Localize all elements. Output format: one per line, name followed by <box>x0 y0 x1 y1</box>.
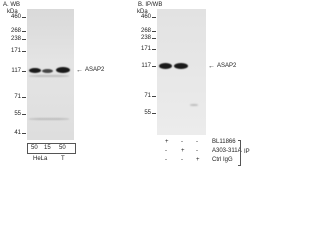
lane-box <box>27 143 76 154</box>
row-label: A303-311A <box>212 148 242 154</box>
group-label: T <box>61 156 65 162</box>
arrow: ← <box>76 66 83 74</box>
marker-label: 268 <box>10 28 21 34</box>
marker-label: 171 <box>10 48 21 54</box>
band <box>159 63 172 69</box>
marker-tick <box>22 133 26 134</box>
marker-label: 238 <box>10 36 21 42</box>
marker-tick <box>22 31 26 32</box>
lane-label: 15 <box>44 145 51 151</box>
sign: + <box>181 148 185 154</box>
marker-label: 55 <box>14 111 21 117</box>
sign: - <box>181 139 183 145</box>
marker-tick <box>22 114 26 115</box>
band <box>174 63 188 69</box>
marker-tick <box>22 17 26 18</box>
sign: - <box>196 148 198 154</box>
marker-tick <box>152 113 156 114</box>
marker-tick <box>152 38 156 39</box>
group-label: IP <box>244 149 250 155</box>
arrow: ← <box>208 62 215 70</box>
marker-tick <box>22 39 26 40</box>
marker-label: 55 <box>144 110 151 116</box>
band-faint <box>29 118 69 120</box>
figure: A. WB kDa 460 268 238 171 117 71 55 41 ← ASAP2 B. IP… <box>3 2 250 166</box>
marker-label: 71 <box>144 93 151 99</box>
row-label: BL11866 <box>212 139 236 145</box>
marker-label: 117 <box>141 63 151 69</box>
marker-label: 171 <box>140 46 151 52</box>
marker-tick <box>152 17 156 18</box>
band <box>56 67 70 73</box>
sign: - <box>165 148 167 154</box>
sign: - <box>181 157 183 163</box>
sign: + <box>196 157 200 163</box>
marker-label: 41 <box>14 130 21 136</box>
group-label: HeLa <box>33 156 48 162</box>
band-faint <box>29 75 69 77</box>
unit-label: kDa <box>7 9 18 15</box>
panel-label: A. WB <box>3 2 21 8</box>
target-label: ASAP2 <box>85 67 105 73</box>
marker-tick <box>22 97 26 98</box>
sign: - <box>165 157 167 163</box>
band <box>29 68 41 73</box>
marker-label: 238 <box>140 35 151 41</box>
lane-label: 50 <box>59 145 66 151</box>
sign: + <box>165 139 169 145</box>
marker-tick <box>152 31 156 32</box>
marker-tick <box>22 71 26 72</box>
marker-tick <box>152 66 156 67</box>
unit-label: kDa <box>137 9 148 15</box>
marker-label: 117 <box>11 68 21 74</box>
band-faint <box>190 104 198 106</box>
target-label: ASAP2 <box>217 63 237 69</box>
bracket <box>238 140 241 166</box>
marker-tick <box>152 49 156 50</box>
marker-tick <box>22 51 26 52</box>
row-label: Ctrl IgG <box>212 157 233 163</box>
marker-label: 460 <box>140 14 151 20</box>
marker-label: 268 <box>140 28 151 34</box>
panel-label: B. IP/WB <box>138 2 163 8</box>
marker-label: 71 <box>14 94 21 100</box>
marker-label: 460 <box>10 14 21 20</box>
blot-b <box>157 9 206 135</box>
lane-label: 50 <box>31 145 38 151</box>
band <box>42 69 53 73</box>
marker-tick <box>152 96 156 97</box>
sign: - <box>196 139 198 145</box>
